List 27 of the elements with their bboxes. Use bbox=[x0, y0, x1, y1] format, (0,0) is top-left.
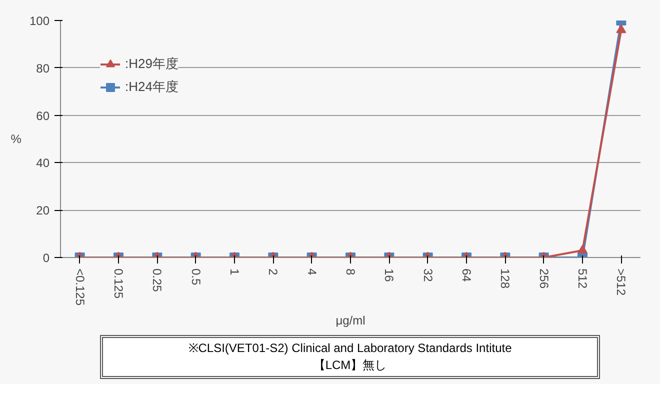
x-tick-label: 64 bbox=[460, 268, 474, 282]
x-tick-label: 8 bbox=[344, 268, 358, 276]
y-tick-label: 0 bbox=[42, 251, 50, 265]
y-axis-title: % bbox=[10, 132, 22, 146]
x-tick-label: 32 bbox=[420, 268, 435, 282]
legend-label: :H24年度 bbox=[125, 78, 178, 96]
x-tick-label: 1 bbox=[228, 268, 242, 276]
x-tick-label: 2 bbox=[266, 268, 280, 276]
x-tick-label: 512 bbox=[576, 268, 590, 289]
y-tick-label: 20 bbox=[36, 204, 50, 218]
x-tick-label: 0.125 bbox=[112, 268, 126, 299]
y-tick-label: 40 bbox=[36, 156, 50, 170]
text: ※CLSI(VET01-S2) Clinical and Laboratory Standards Intitute 【LCM】無し bbox=[188, 340, 512, 374]
x-tick-label: 4 bbox=[304, 268, 319, 276]
legend-label: :H29年度 bbox=[125, 55, 178, 73]
x-tick-label: 0.25 bbox=[150, 268, 164, 292]
x-axis-title: μg/ml bbox=[336, 314, 366, 328]
y-tick-label: 100 bbox=[29, 14, 50, 28]
point bbox=[578, 244, 588, 254]
x-tick-label: 128 bbox=[498, 268, 512, 289]
x-tick-label: 16 bbox=[382, 268, 396, 282]
x-tick-label: 0.5 bbox=[188, 268, 203, 286]
y-tick-label: 80 bbox=[36, 61, 50, 76]
y-tick-label: 60 bbox=[36, 108, 50, 123]
x-tick-label: 256 bbox=[536, 268, 551, 289]
x-tick-label: >512 bbox=[614, 268, 628, 296]
x-tick-label: <0.125 bbox=[72, 268, 87, 306]
